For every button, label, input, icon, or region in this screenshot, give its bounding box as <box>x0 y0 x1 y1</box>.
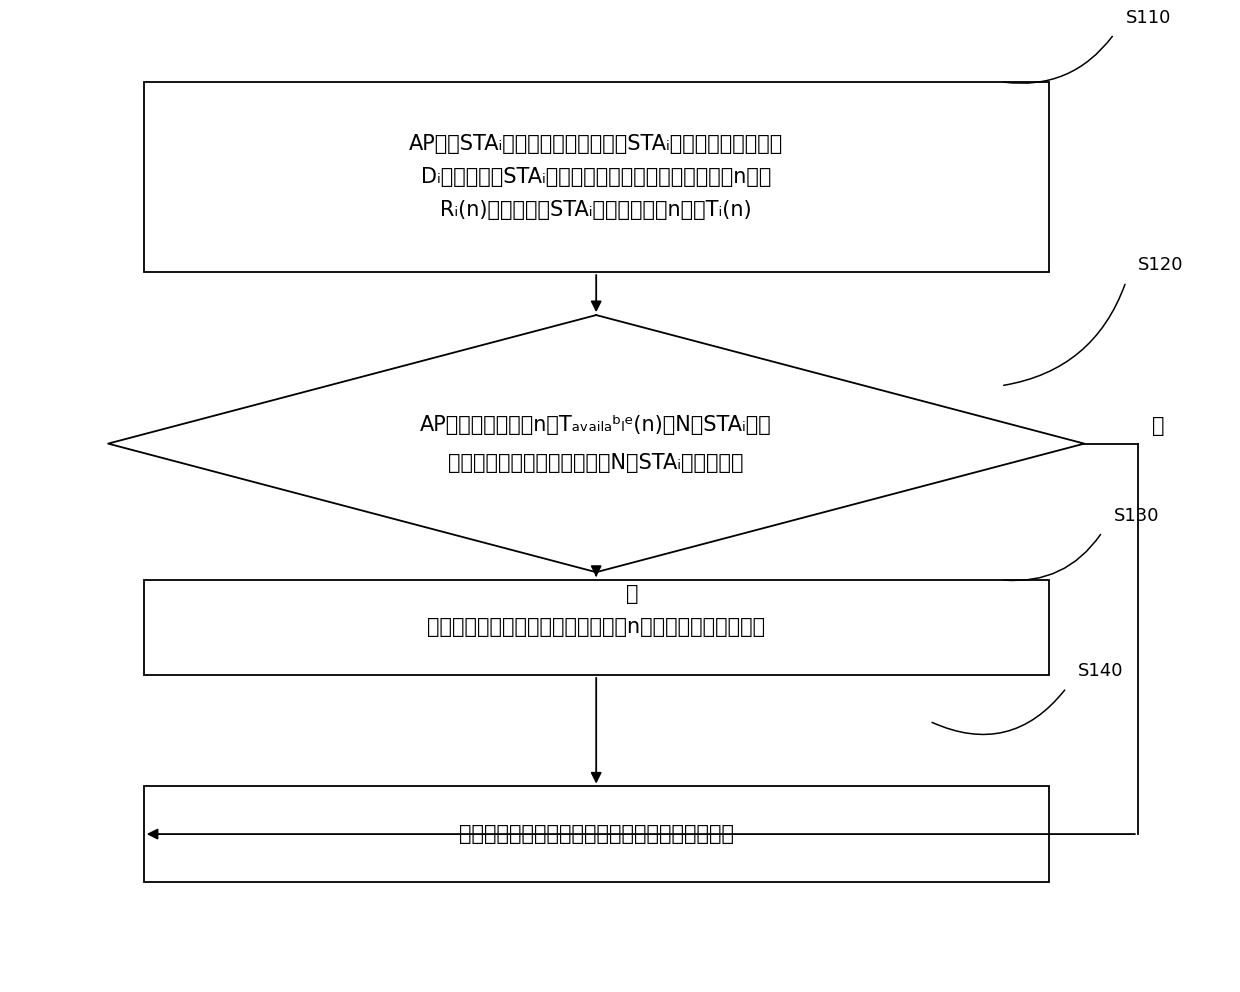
Text: Rᵢ(n)，以及所述STAᵢ在所述子信道n上的Tᵢ(n): Rᵢ(n)，以及所述STAᵢ在所述子信道n上的Tᵢ(n) <box>440 200 751 220</box>
Text: S130: S130 <box>1114 507 1159 525</box>
Text: S110: S110 <box>1126 9 1172 27</box>
Text: S140: S140 <box>1079 663 1123 681</box>
Text: 在所述指定子信道组合中每个子信道n上配置至少一个收发机: 在所述指定子信道组合中每个子信道n上配置至少一个收发机 <box>427 617 765 638</box>
Text: Dᵢ，获取各个STAᵢ在指定子信道组合中的各个子信道n上的: Dᵢ，获取各个STAᵢ在指定子信道组合中的各个子信道n上的 <box>422 167 771 186</box>
Bar <box>144 787 1049 882</box>
Text: 按照子信道数量递增顺序确定新的指定子信道组合: 按照子信道数量递增顺序确定新的指定子信道组合 <box>459 824 734 844</box>
Text: AP根据各个子信道n的Tₐᵥₐᵢₗₐᵇₗᵉ(n)及N个STAᵢ的，: AP根据各个子信道n的Tₐᵥₐᵢₗₐᵇₗᵉ(n)及N个STAᵢ的， <box>420 415 773 434</box>
Text: AP根据STAᵢ的接收信号质量信息及STAᵢ在一个信标周期内的: AP根据STAᵢ的接收信号质量信息及STAᵢ在一个信标周期内的 <box>409 134 784 154</box>
Text: 是: 是 <box>626 583 639 603</box>
Bar <box>144 81 1049 272</box>
Polygon shape <box>108 315 1084 572</box>
Text: S120: S120 <box>1138 256 1183 274</box>
Bar <box>144 579 1049 675</box>
Text: 判断指定子信道组合是否符合N个STAᵢ的分配要求: 判断指定子信道组合是否符合N个STAᵢ的分配要求 <box>449 452 744 472</box>
Text: 否: 否 <box>1152 416 1164 436</box>
